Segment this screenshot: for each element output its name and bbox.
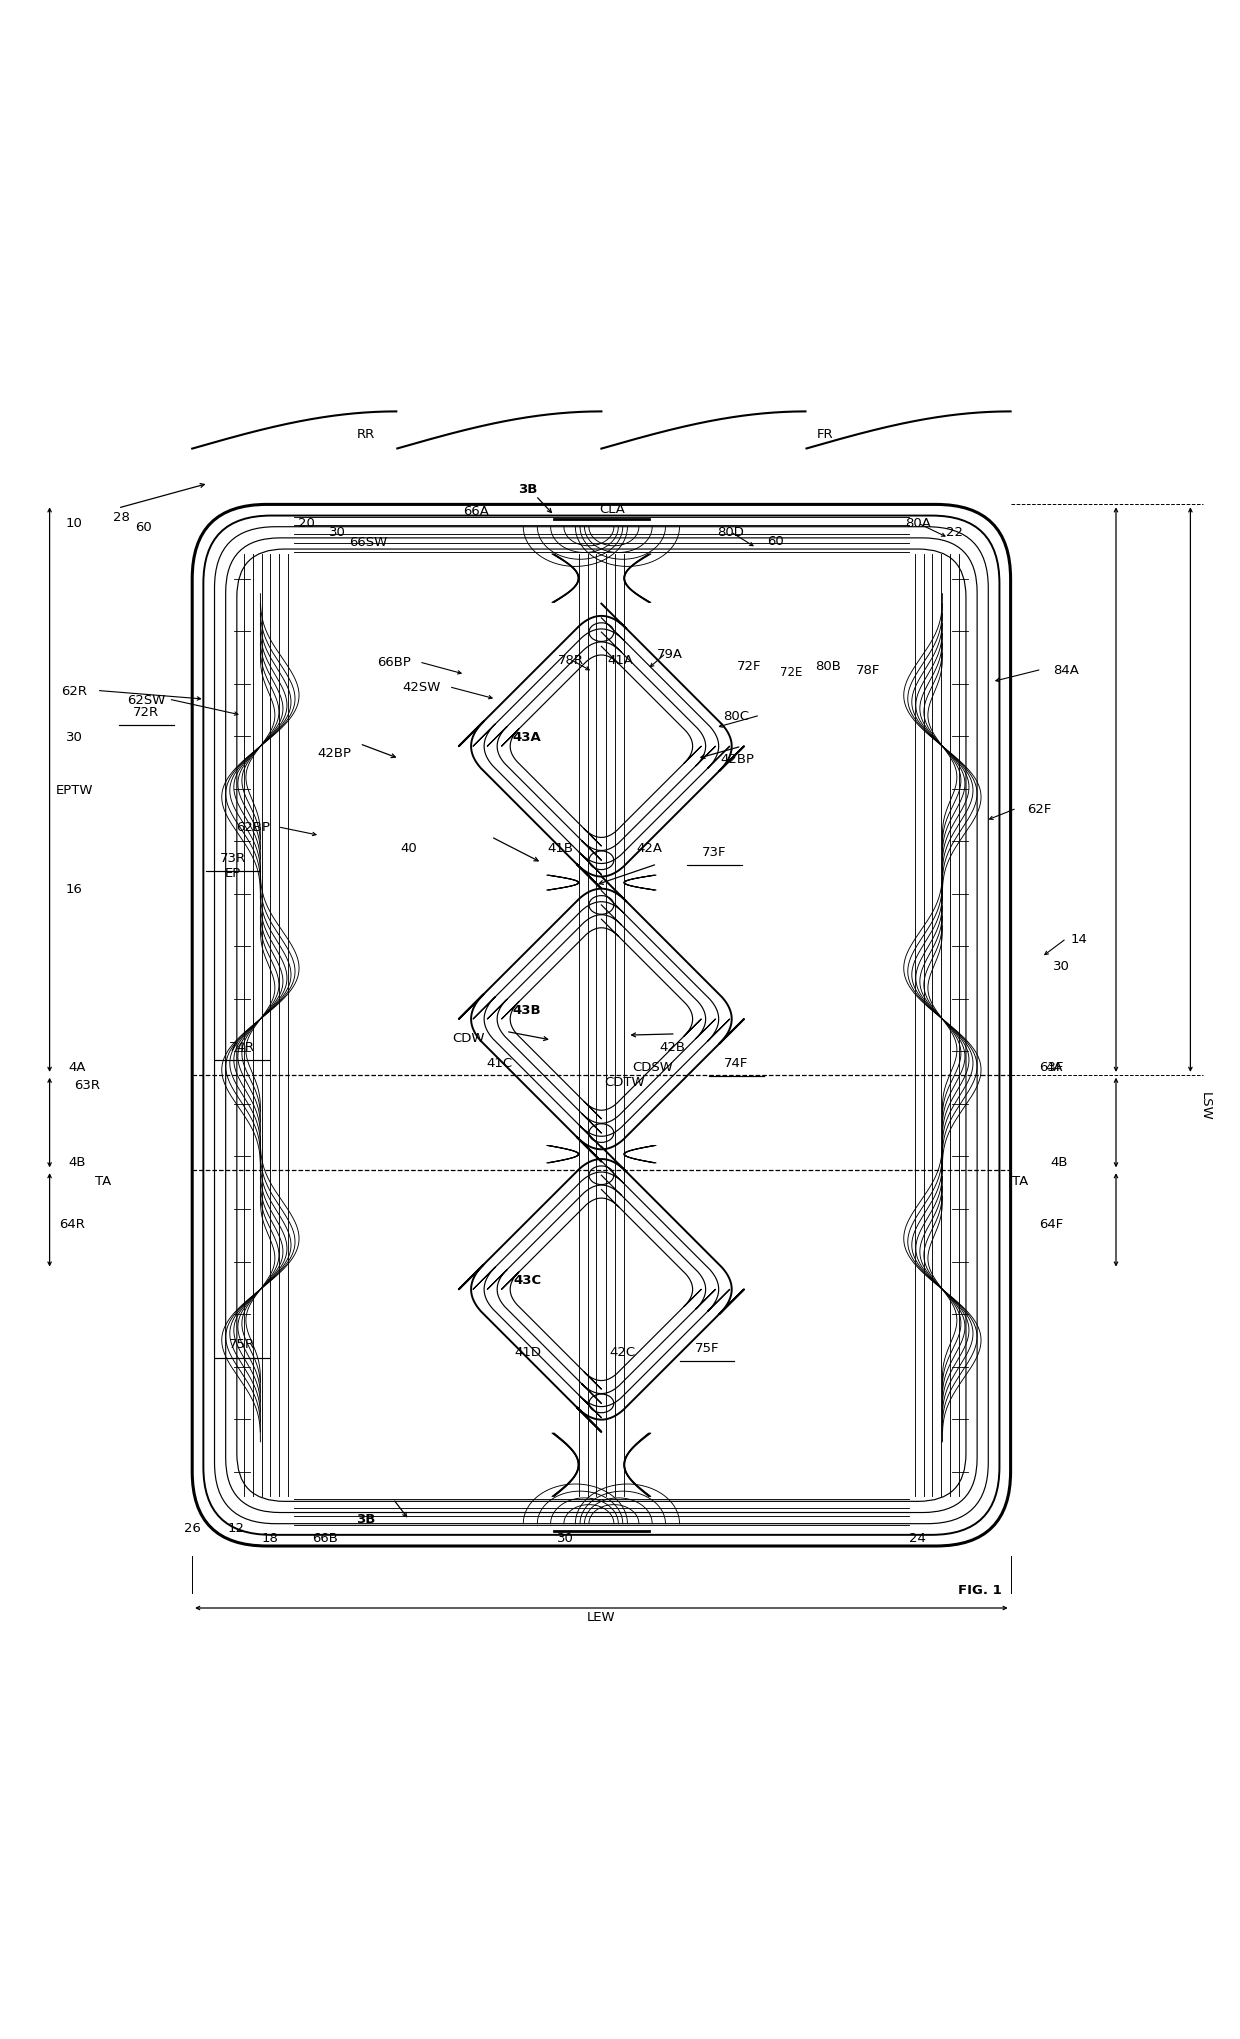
Text: 42SW: 42SW [403,681,440,693]
Text: 72E: 72E [780,667,802,679]
Text: 41A: 41A [608,655,632,667]
Text: 3B: 3B [518,483,538,495]
Text: 62SW: 62SW [128,693,165,705]
Text: CDSW: CDSW [632,1060,672,1073]
Text: 80D: 80D [717,526,744,538]
Text: 14: 14 [1070,932,1087,946]
Text: 75F: 75F [694,1342,719,1354]
Text: 63F: 63F [1039,1060,1064,1073]
Text: 22: 22 [946,526,963,538]
Text: 66SW: 66SW [350,536,387,548]
Text: 80A: 80A [905,518,930,530]
Text: 72R: 72R [133,705,160,718]
Text: 62R: 62R [62,685,87,697]
Text: 30: 30 [1053,960,1070,973]
Text: 24: 24 [909,1531,926,1544]
Text: 62BP: 62BP [236,822,270,834]
Text: 64F: 64F [1039,1217,1064,1230]
Text: TA: TA [1012,1174,1029,1187]
Text: 20: 20 [298,518,315,530]
Text: CDTW: CDTW [605,1075,645,1089]
Text: 40: 40 [401,842,418,854]
Text: 42BP: 42BP [720,752,755,767]
Text: 42A: 42A [637,842,662,854]
Text: EP: EP [224,867,242,879]
Text: CLA: CLA [600,502,625,516]
Text: 78F: 78F [856,663,880,677]
Text: 43B: 43B [512,1003,542,1015]
Text: 10: 10 [66,518,83,530]
Text: 4B: 4B [68,1156,86,1168]
Text: 4A: 4A [68,1060,86,1073]
Text: 73F: 73F [702,846,727,858]
Text: 30: 30 [557,1531,574,1544]
Text: FR: FR [816,428,833,440]
Text: 41B: 41B [548,842,573,854]
Text: EPTW: EPTW [56,783,93,797]
Text: 26: 26 [184,1521,201,1533]
Text: 84A: 84A [1054,663,1079,677]
Text: RR: RR [357,428,374,440]
Text: 74R: 74R [229,1040,254,1054]
Text: 66BP: 66BP [377,657,412,669]
Text: FIG. 1: FIG. 1 [957,1582,1002,1597]
Text: 74F: 74F [724,1056,749,1068]
Text: 12: 12 [227,1521,244,1533]
Text: 4A: 4A [1045,1060,1063,1073]
Text: 41D: 41D [515,1346,542,1358]
Text: 63R: 63R [74,1079,99,1091]
Text: 28: 28 [113,512,130,524]
Text: 42C: 42C [609,1346,636,1358]
Text: 66B: 66B [312,1531,337,1544]
Text: 78R: 78R [558,655,583,667]
Text: LEW: LEW [587,1611,616,1623]
Text: CDW: CDW [453,1032,485,1044]
Text: 79A: 79A [657,646,682,661]
FancyBboxPatch shape [192,506,1011,1546]
Text: 16: 16 [66,883,83,895]
Text: 42BP: 42BP [317,746,352,759]
Text: 60: 60 [135,520,153,534]
Text: 42B: 42B [660,1040,684,1054]
Text: 41C: 41C [486,1056,513,1068]
Text: 75R: 75R [228,1338,255,1350]
Text: 3B: 3B [356,1513,376,1525]
Text: TA: TA [94,1174,112,1187]
Text: 43C: 43C [513,1272,541,1287]
Text: 30: 30 [329,526,346,538]
Text: 62F: 62F [1027,801,1052,816]
Text: 73R: 73R [219,852,247,865]
Text: 66A: 66A [464,506,489,518]
Text: 4B: 4B [1050,1156,1068,1168]
Text: 30: 30 [66,730,83,744]
Text: 80B: 80B [816,661,841,673]
Text: 72F: 72F [737,661,761,673]
Text: 18: 18 [262,1531,279,1544]
Text: 43A: 43A [512,730,542,744]
Text: 60: 60 [766,534,784,548]
Text: LSW: LSW [1199,1093,1211,1121]
Text: 64R: 64R [60,1217,84,1230]
Text: 80C: 80C [724,710,749,722]
